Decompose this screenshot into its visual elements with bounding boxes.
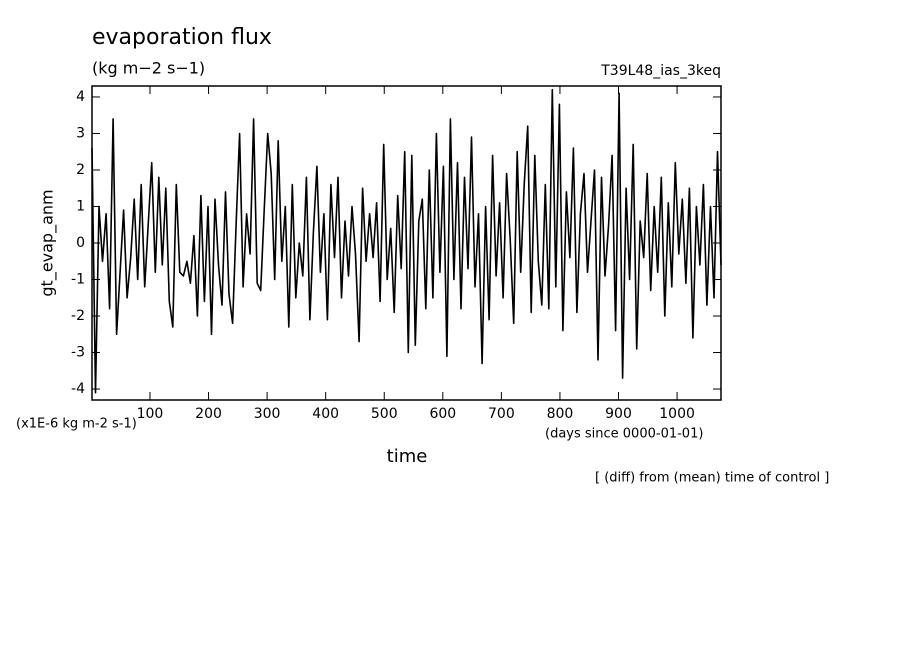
- x-units: (days since 0000-01-01): [545, 427, 703, 442]
- y-tick-label: -1: [71, 272, 85, 288]
- y-tick-label: -2: [71, 308, 85, 324]
- y-tick-label: 3: [76, 125, 85, 141]
- x-tick-label: 400: [312, 406, 339, 422]
- x-tick-label: 500: [371, 406, 398, 422]
- data-line: [91, 88, 722, 394]
- y-tick-label: -4: [71, 381, 85, 397]
- x-tick-label: 600: [429, 406, 456, 422]
- x-tick-label: 800: [547, 406, 574, 422]
- x-tick-label: 100: [137, 406, 164, 422]
- y-tick-label: -3: [71, 345, 85, 361]
- note: [ (diff) from (mean) time of control ]: [595, 471, 829, 486]
- x-tick-label: 200: [195, 406, 222, 422]
- y-tick-label: 1: [76, 198, 85, 214]
- y-axis-label: gt_evap_anm: [38, 189, 58, 296]
- chart-title: evaporation flux: [92, 25, 272, 50]
- chart-subtitle: (kg m−2 s−1): [92, 59, 205, 78]
- y-tick-label: 2: [76, 162, 85, 178]
- experiment-label: T39L48_ias_3keq: [600, 63, 721, 79]
- y-units: (x1E-6 kg m-2 s-1): [16, 417, 137, 432]
- x-tick-label: 1000: [659, 406, 695, 422]
- x-tick-label: 700: [488, 406, 515, 422]
- x-tick-label: 900: [605, 406, 632, 422]
- y-tick-label: 4: [76, 89, 85, 105]
- x-axis-label: time: [387, 446, 428, 467]
- x-tick-label: 300: [254, 406, 281, 422]
- y-tick-label: 0: [76, 235, 85, 251]
